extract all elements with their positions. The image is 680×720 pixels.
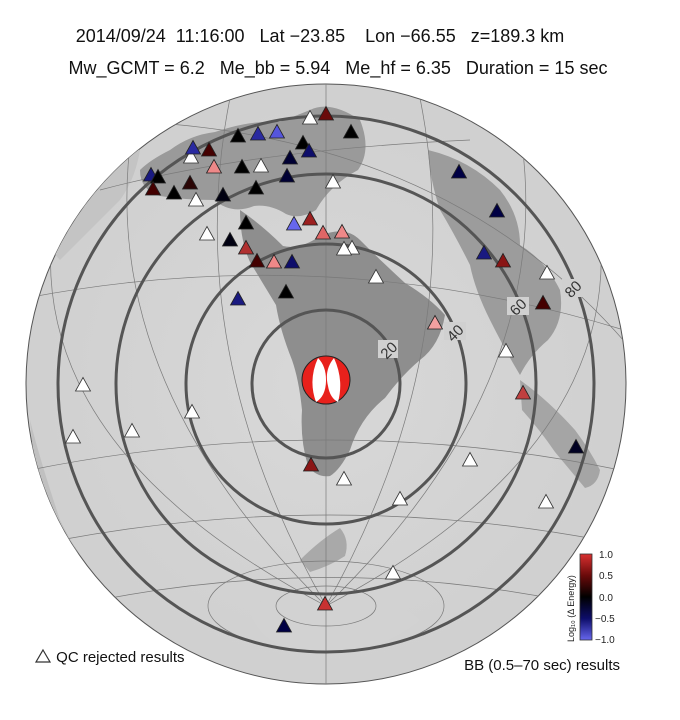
qc-station-triangle — [335, 470, 353, 486]
qc-station-triangle — [367, 268, 385, 284]
colorbar-tick-0.5: 0.5 — [599, 571, 613, 582]
colorbar-title: Log₁₀ (Δ Energy) — [566, 575, 576, 642]
station-triangle — [281, 149, 299, 165]
ring-20-deg — [250, 308, 402, 460]
station-triangle — [165, 184, 183, 200]
energy-colorbar: 1.0 0.5 0.0 −0.5 −1.0 Log₁₀ (Δ Energy) — [566, 550, 615, 646]
station-triangle — [214, 186, 232, 202]
station-triangle — [333, 223, 351, 239]
station-triangle — [294, 134, 312, 150]
station-triangle — [450, 163, 468, 179]
station-triangle — [181, 174, 199, 190]
distance-rings — [56, 114, 596, 654]
qc-station-triangle — [497, 342, 515, 358]
station-triangle — [247, 179, 265, 195]
event-info-line: 2014/09/24 11:16:00 Lat −23.85 Lon −66.5… — [75, 26, 565, 46]
qc-legend-label: QC rejected results — [56, 649, 185, 666]
station-triangle — [426, 314, 444, 330]
bb-results-label: BB (0.5–70 sec) results — [464, 657, 620, 674]
station-triangle — [200, 141, 218, 157]
station-triangle — [275, 617, 293, 633]
station-triangle — [514, 384, 532, 400]
qc-station-triangle — [384, 564, 402, 580]
focal-mechanism-beachball — [301, 355, 351, 405]
colorbar-tick-neg1: −1.0 — [595, 635, 615, 646]
station-triangle — [278, 167, 296, 183]
station-triangle — [567, 438, 585, 454]
qc-station-triangle — [324, 173, 342, 189]
qc-station-triangle — [461, 451, 479, 467]
qc-station-triangle — [335, 240, 353, 256]
qc-triangle-icon — [34, 648, 52, 663]
qc-station-triangle — [198, 225, 216, 241]
ring-40-deg — [184, 242, 468, 526]
qc-station-triangle — [182, 148, 200, 164]
station-triangle — [283, 253, 301, 269]
station-triangle — [205, 158, 223, 174]
colorbar-tick-neg0.5: −0.5 — [595, 614, 615, 625]
station-triangle — [149, 168, 167, 184]
colorbar-gradient — [579, 553, 593, 641]
qc-station-triangle — [74, 376, 92, 392]
station-triangle — [317, 105, 335, 121]
station-triangle — [488, 202, 506, 218]
qc-rejected-stations — [64, 109, 556, 580]
station-triangle — [534, 294, 552, 310]
station-triangle — [229, 290, 247, 306]
station-triangle — [249, 125, 267, 141]
station-triangle — [265, 253, 283, 269]
station-triangle — [314, 224, 332, 240]
station-triangle — [316, 595, 334, 611]
qc-legend: QC rejected results — [34, 648, 185, 666]
qc-station-triangle — [123, 422, 141, 438]
station-triangle — [229, 127, 247, 143]
qc-station-triangle — [391, 490, 409, 506]
station-triangle — [494, 252, 512, 268]
station-triangle — [300, 142, 318, 158]
station-triangle — [237, 239, 255, 255]
station-triangle — [248, 252, 266, 268]
qc-station-triangle — [252, 157, 270, 173]
qc-station-triangle — [537, 493, 555, 509]
magnitude-info-line: Mw_GCMT = 6.2 Me_bb = 5.94 Me_hf = 6.35 … — [68, 58, 608, 78]
station-triangle — [144, 180, 162, 196]
station-triangle — [285, 215, 303, 231]
station-triangle — [302, 456, 320, 472]
bb-station-results — [142, 105, 585, 633]
station-triangle — [233, 158, 251, 174]
qc-station-triangle — [538, 264, 556, 280]
ring-60-deg — [114, 172, 538, 596]
qc-station-triangle — [183, 403, 201, 419]
station-triangle — [237, 214, 255, 230]
station-triangle — [277, 283, 295, 299]
station-triangle — [221, 231, 239, 247]
station-triangle — [268, 123, 286, 139]
colorbar-tick-1: 1.0 — [599, 550, 613, 561]
station-triangle — [475, 244, 493, 260]
qc-station-triangle — [301, 109, 319, 125]
colorbar-tick-0: 0.0 — [599, 593, 613, 604]
distance-labels: 20 40 60 80 — [377, 278, 585, 363]
station-triangle — [184, 139, 202, 155]
qc-station-triangle — [64, 428, 82, 444]
qc-station-triangle — [187, 191, 205, 207]
station-triangle — [301, 210, 319, 226]
station-triangle — [342, 123, 360, 139]
